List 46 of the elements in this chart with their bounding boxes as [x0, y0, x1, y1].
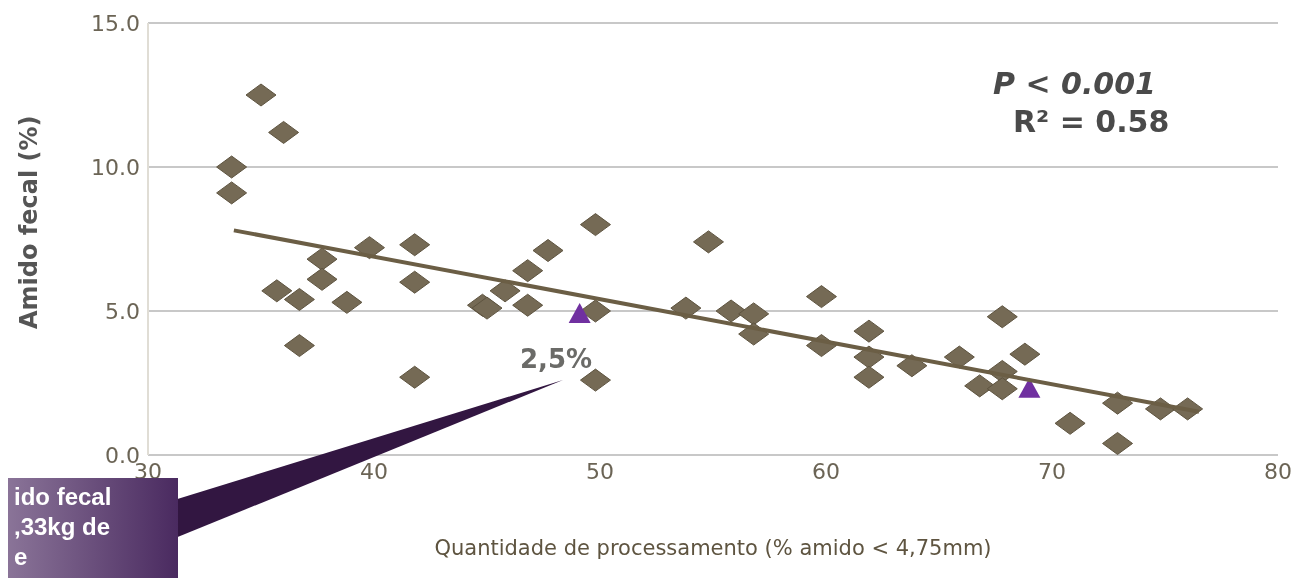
y-tick-label: 10.0: [91, 154, 140, 180]
point: [283, 287, 315, 311]
point: [738, 302, 770, 326]
point: [1102, 431, 1134, 455]
point: [306, 247, 338, 271]
point: [1054, 411, 1086, 435]
point: [331, 290, 363, 314]
point: [245, 83, 277, 107]
x-tick-label: 80: [1264, 458, 1292, 484]
y-tick-label: 5.0: [105, 298, 140, 324]
point: [853, 365, 885, 389]
annotation: P < 0.001: [993, 66, 1156, 101]
point: [568, 302, 591, 323]
x-tick-label: 60: [812, 458, 840, 484]
point: [1009, 342, 1041, 366]
point: [399, 270, 431, 294]
point: [216, 155, 248, 179]
annotation: R² = 0.58: [1013, 104, 1170, 139]
point: [268, 120, 300, 144]
point: [579, 213, 611, 237]
point: [471, 296, 503, 320]
x-tick-label: 50: [586, 458, 614, 484]
point: [399, 233, 431, 257]
point: [805, 285, 837, 309]
x-tick-label: 40: [360, 458, 388, 484]
point: [399, 365, 431, 389]
point: [261, 279, 293, 303]
x-axis-title: Quantidade de processamento (% amido < 4,75mm): [434, 536, 992, 560]
y-tick-label: 15.0: [91, 10, 140, 36]
point: [986, 377, 1018, 401]
point: [896, 354, 928, 378]
point: [512, 259, 544, 283]
point: [283, 334, 315, 358]
annotation: 2,5%: [520, 344, 593, 374]
point: [532, 239, 564, 263]
point: [853, 319, 885, 343]
point: [692, 230, 724, 254]
point: [216, 181, 248, 205]
x-tick-label: 70: [1038, 458, 1066, 484]
y-axis-title: Amido fecal (%): [14, 115, 43, 329]
point: [715, 299, 747, 323]
point: [512, 293, 544, 317]
point: [964, 374, 996, 398]
point: [986, 305, 1018, 329]
point: [943, 345, 975, 369]
point: [306, 267, 338, 291]
